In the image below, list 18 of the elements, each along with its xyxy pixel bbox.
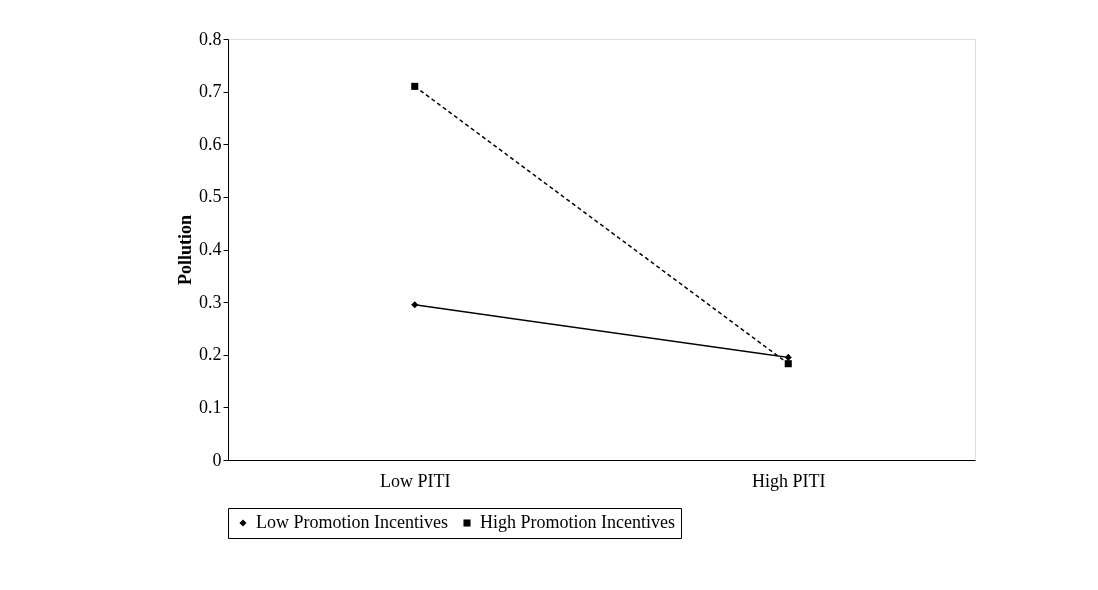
point — [411, 82, 419, 90]
x-tick-label: High PITI — [752, 470, 826, 491]
y-tick-label: 0.7 — [199, 81, 222, 102]
legend-label: High Promotion Incentives — [480, 512, 675, 532]
y-tick-label: 0 — [212, 449, 222, 470]
x-tick-label: Low PITI — [380, 470, 451, 491]
y-axis-title: Pollution — [175, 214, 195, 286]
point — [411, 301, 419, 309]
y-tick-label: 0.4 — [199, 239, 222, 259]
y-tick-label: 0.6 — [199, 133, 222, 154]
y-tick-label: 0.8 — [199, 28, 222, 49]
y-tick-label: 0.1 — [199, 396, 222, 417]
y-tick-label: 0.3 — [199, 291, 222, 312]
point — [784, 353, 792, 361]
y-tick-label: 0.2 — [199, 344, 222, 365]
y-tick-label: 0.5 — [199, 186, 222, 207]
point — [784, 360, 792, 368]
legend-label: Low Promotion Incentives — [256, 512, 448, 532]
